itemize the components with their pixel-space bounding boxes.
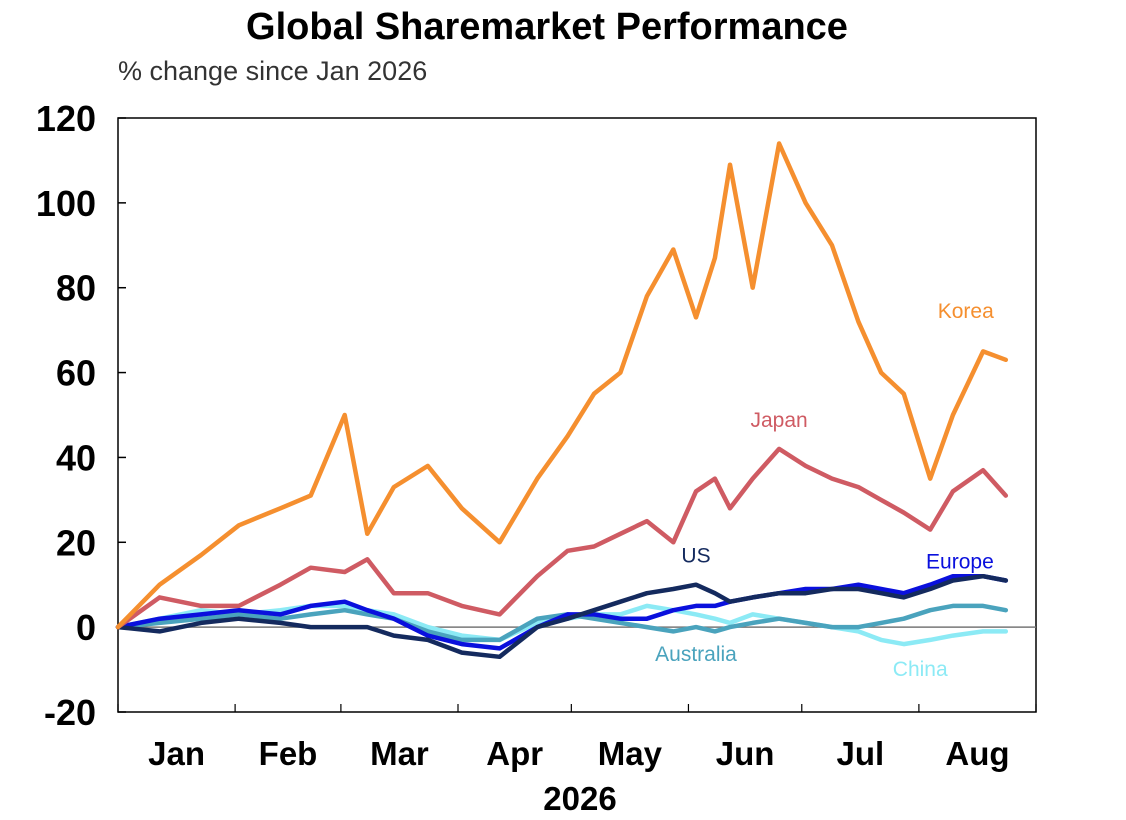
x-tick-label: May <box>598 735 663 772</box>
x-tick-label: Jul <box>836 735 884 772</box>
y-tick-label: 100 <box>36 183 96 224</box>
x-axis: Jan Feb Mar Apr May Jun Jul Aug <box>117 704 1037 772</box>
y-tick-label: 40 <box>56 437 96 478</box>
chart-title: Global Sharemarket Performance <box>246 6 848 48</box>
series-label-china: China <box>893 658 948 681</box>
x-tick-label: Jan <box>148 735 205 772</box>
series-labels: Korea Japan US Europe Australia China <box>655 300 994 681</box>
x-tick-label: Mar <box>370 735 429 772</box>
series-line-australia <box>115 603 1009 643</box>
series-label-japan: Japan <box>751 409 808 432</box>
x-tick-label: Jun <box>716 735 775 772</box>
x-tick-label: Apr <box>486 735 543 772</box>
series-label-us: US <box>681 545 710 568</box>
series-layer <box>115 141 1009 660</box>
y-tick-label: 60 <box>56 353 96 394</box>
chart-subtitle: % change since Jan 2026 <box>118 56 428 86</box>
series-label-australia: Australia <box>655 643 737 666</box>
series-line-us <box>115 573 1009 660</box>
x-tick-label: Feb <box>259 735 318 772</box>
y-tick-label: 120 <box>36 98 96 139</box>
x-tick-label: Aug <box>945 735 1009 772</box>
series-line-europe <box>115 573 1009 651</box>
series-line-japan <box>115 446 1009 630</box>
series-label-korea: Korea <box>938 300 994 323</box>
x-axis-title: 2026 <box>543 780 616 817</box>
y-tick-label: -20 <box>44 692 96 733</box>
series-line-korea <box>115 141 1009 630</box>
y-axis: -20 0 20 40 60 80 100 120 <box>36 98 126 733</box>
y-tick-label: 0 <box>76 607 96 648</box>
y-tick-label: 80 <box>56 268 96 309</box>
y-tick-label: 20 <box>56 522 96 563</box>
plot-area <box>117 117 1037 713</box>
series-label-europe: Europe <box>926 550 994 573</box>
